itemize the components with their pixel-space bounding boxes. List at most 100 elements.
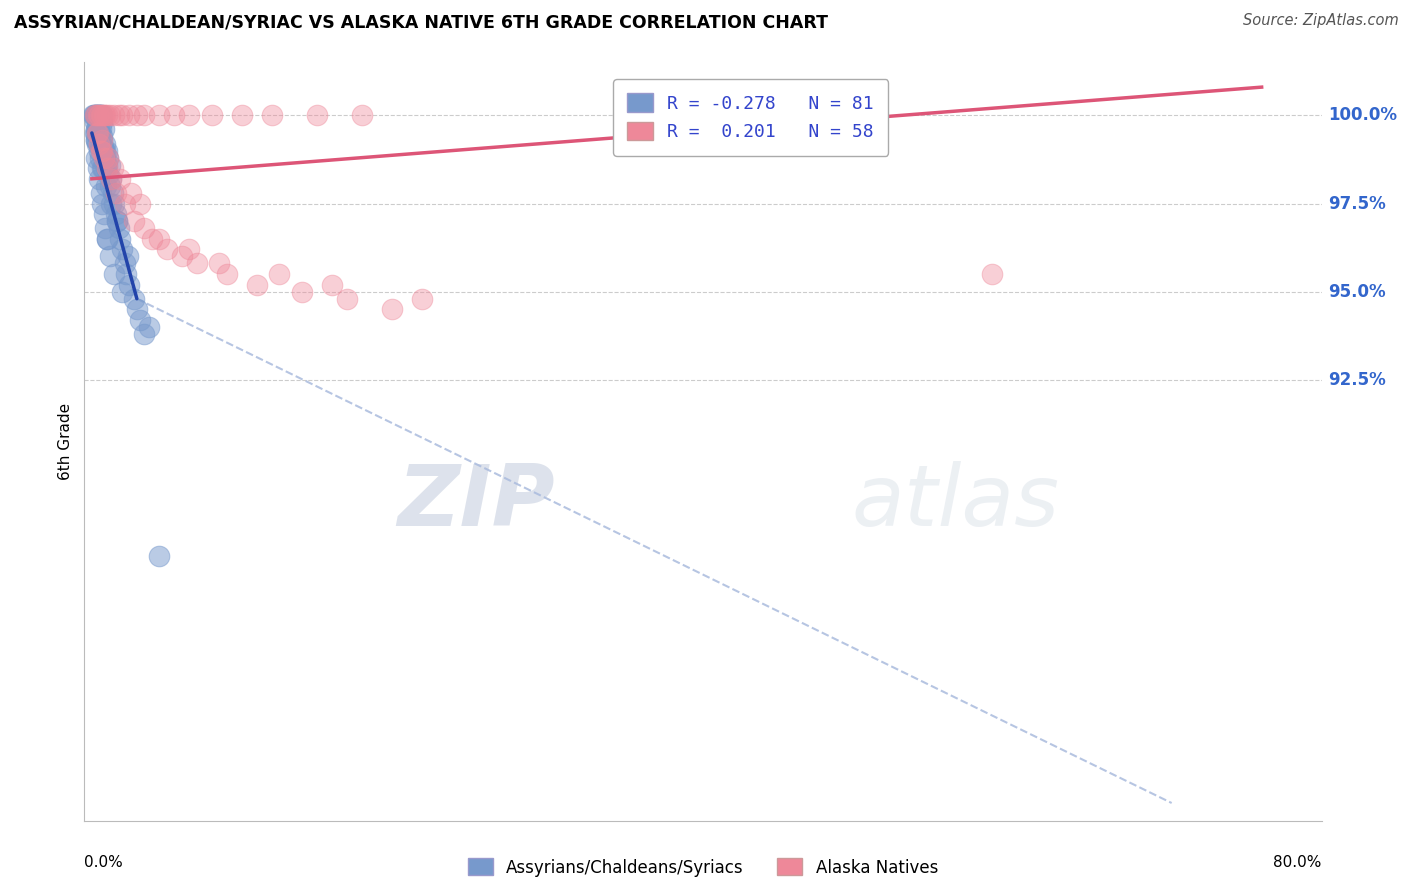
Point <box>82 108 104 122</box>
Point <box>215 267 238 281</box>
Point <box>90 161 112 176</box>
Point <box>94 221 117 235</box>
Point <box>111 108 134 122</box>
Point <box>96 144 118 158</box>
Point <box>122 214 145 228</box>
Point <box>117 249 139 263</box>
Point <box>93 122 115 136</box>
Point <box>134 326 156 341</box>
Point <box>86 136 108 151</box>
Point <box>125 108 148 122</box>
Point <box>94 178 117 193</box>
Point <box>86 108 108 122</box>
Point <box>305 108 328 122</box>
Point <box>111 285 134 299</box>
Point <box>110 232 132 246</box>
Point <box>111 243 134 257</box>
Point <box>148 549 170 563</box>
Point <box>87 108 110 122</box>
Point <box>91 161 114 176</box>
Point <box>108 108 131 122</box>
Point <box>231 108 253 122</box>
Point <box>89 119 111 133</box>
Point <box>97 151 120 165</box>
Point <box>114 256 136 270</box>
Point <box>91 108 114 122</box>
Point <box>89 171 111 186</box>
Point <box>98 158 121 172</box>
Point <box>87 115 110 129</box>
Point <box>114 196 136 211</box>
Point <box>91 115 114 129</box>
Point <box>336 292 359 306</box>
Point <box>98 178 121 193</box>
Text: ZIP: ZIP <box>396 460 554 544</box>
Point <box>128 196 150 211</box>
Point <box>87 108 110 122</box>
Text: 97.5%: 97.5% <box>1327 194 1385 212</box>
Point <box>90 136 112 151</box>
Point <box>118 108 141 122</box>
Point <box>91 133 114 147</box>
Point <box>94 161 117 176</box>
Point <box>156 243 179 257</box>
Point <box>110 171 132 186</box>
Point <box>411 292 433 306</box>
Point <box>83 126 105 140</box>
Point <box>208 256 231 270</box>
Point <box>96 232 118 246</box>
Point <box>108 221 131 235</box>
Point <box>134 108 156 122</box>
Point <box>128 313 150 327</box>
Point <box>89 136 111 151</box>
Point <box>381 302 404 317</box>
Point <box>201 108 224 122</box>
Point <box>104 186 127 200</box>
Point <box>93 207 115 221</box>
Point <box>122 292 145 306</box>
Point <box>93 151 115 165</box>
Point <box>89 126 111 140</box>
Point <box>86 126 108 140</box>
Text: atlas: atlas <box>852 460 1060 544</box>
Point <box>103 267 125 281</box>
Legend: Assyrians/Chaldeans/Syriacs, Alaska Natives: Assyrians/Chaldeans/Syriacs, Alaska Nati… <box>461 852 945 883</box>
Point <box>90 108 112 122</box>
Point <box>125 302 148 317</box>
Point <box>148 108 170 122</box>
Point <box>96 108 118 122</box>
Point <box>89 151 111 165</box>
Point <box>91 140 114 154</box>
Point <box>98 249 121 263</box>
Point <box>86 119 108 133</box>
Point <box>90 122 112 136</box>
Point <box>96 161 118 176</box>
Point <box>91 144 114 158</box>
Point <box>86 133 108 147</box>
Point <box>83 108 105 122</box>
Point <box>179 108 201 122</box>
Point <box>90 133 112 147</box>
Point <box>89 136 111 151</box>
Point <box>87 129 110 144</box>
Point <box>86 108 108 122</box>
Point <box>980 267 1002 281</box>
Point <box>96 158 118 172</box>
Point <box>89 108 111 122</box>
Point <box>104 207 127 221</box>
Point <box>100 196 122 211</box>
Point <box>86 126 108 140</box>
Point <box>186 256 208 270</box>
Point <box>246 277 269 292</box>
Point <box>120 186 142 200</box>
Point <box>148 232 170 246</box>
Point <box>84 122 107 136</box>
Point <box>90 186 112 200</box>
Point <box>101 161 124 176</box>
Text: 92.5%: 92.5% <box>1327 371 1385 389</box>
Y-axis label: 6th Grade: 6th Grade <box>58 403 73 480</box>
Point <box>260 108 283 122</box>
Point <box>118 277 141 292</box>
Point <box>93 144 115 158</box>
Text: 0.0%: 0.0% <box>84 855 124 870</box>
